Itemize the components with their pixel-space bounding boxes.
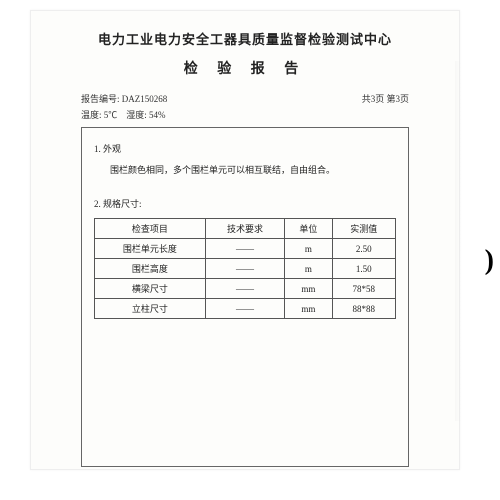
content-box: 1. 外观 围栏颜色相同，多个围栏单元可以相互联结，自由组合。 2. 规格尺寸:… (81, 127, 409, 467)
th-item: 检查项目 (95, 219, 206, 239)
cell: 立柱尺寸 (95, 299, 206, 319)
cell: —— (205, 259, 284, 279)
cell: —— (205, 299, 284, 319)
table-row: 围栏高度 —— m 1.50 (95, 259, 396, 279)
th-unit: 单位 (285, 219, 333, 239)
report-no: 报告编号: DAZ150268 (81, 92, 167, 105)
table-header-row: 检查项目 技术要求 单位 实测值 (95, 219, 396, 239)
temperature: 温度: 5℃ (81, 110, 120, 120)
cell: —— (205, 239, 284, 259)
section-2-title: 2. 规格尺寸: (94, 197, 396, 210)
cell: mm (285, 279, 333, 299)
cell: 围栏单元长度 (95, 239, 206, 259)
humidity: 湿度: 54% (126, 110, 165, 120)
org-title: 电力工业电力安全工器具质量监督检验测试中心 (31, 29, 459, 48)
th-req: 技术要求 (205, 219, 284, 239)
page-info: 共3页 第3页 (362, 92, 409, 105)
th-val: 实测值 (332, 219, 395, 239)
cell: 78*58 (332, 279, 395, 299)
cell: 围栏高度 (95, 259, 206, 279)
spec-table: 检查项目 技术要求 单位 实测值 围栏单元长度 —— m 2.50 围栏高度 —… (94, 218, 396, 319)
section-1-title: 1. 外观 (94, 142, 396, 155)
table-row: 横梁尺寸 —— mm 78*58 (95, 279, 396, 299)
cell: 1.50 (332, 259, 395, 279)
cell: —— (205, 279, 284, 299)
report-title: 检 验 报 告 (31, 58, 459, 78)
table-row: 围栏单元长度 —— m 2.50 (95, 239, 396, 259)
meta-row-1: 报告编号: DAZ150268 共3页 第3页 (31, 92, 459, 105)
table-row: 立柱尺寸 —— mm 88*88 (95, 299, 396, 319)
cell: 2.50 (332, 239, 395, 259)
section-1-body: 围栏颜色相同，多个围栏单元可以相互联结，自由组合。 (110, 163, 396, 177)
cell: 横梁尺寸 (95, 279, 206, 299)
cell: mm (285, 299, 333, 319)
cell: m (285, 239, 333, 259)
document-page: 电力工业电力安全工器具质量监督检验测试中心 检 验 报 告 报告编号: DAZ1… (30, 10, 460, 470)
meta-row-2: 温度: 5℃ 湿度: 54% (31, 108, 459, 121)
paren-mark: ) (485, 245, 494, 277)
cell: 88*88 (332, 299, 395, 319)
cell: m (285, 259, 333, 279)
page-shadow (455, 61, 461, 421)
